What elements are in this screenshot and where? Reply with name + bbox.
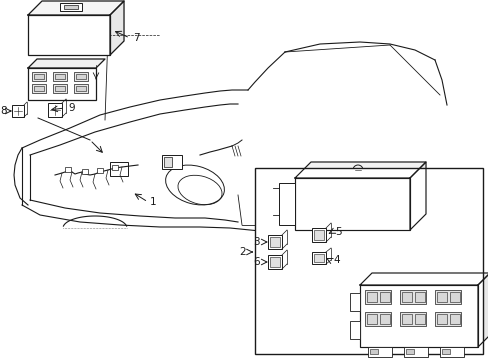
- Text: 1: 1: [150, 197, 156, 207]
- Bar: [449, 314, 459, 324]
- Bar: [60, 3, 82, 11]
- Polygon shape: [28, 59, 105, 68]
- Bar: [74, 72, 88, 81]
- Bar: [32, 72, 46, 81]
- Bar: [267, 255, 282, 269]
- Bar: [55, 86, 65, 91]
- Bar: [434, 290, 460, 304]
- Bar: [313, 230, 324, 240]
- Bar: [162, 155, 182, 169]
- Text: 3: 3: [253, 237, 260, 247]
- Bar: [269, 237, 280, 247]
- Bar: [110, 162, 128, 176]
- Polygon shape: [409, 162, 425, 230]
- Bar: [97, 168, 103, 173]
- Text: 4: 4: [332, 255, 339, 265]
- Bar: [28, 68, 96, 100]
- Bar: [441, 349, 449, 354]
- Bar: [364, 290, 390, 304]
- Text: 2: 2: [239, 247, 245, 257]
- Bar: [65, 167, 71, 172]
- Bar: [311, 252, 325, 264]
- Bar: [112, 165, 118, 170]
- Bar: [364, 312, 390, 326]
- Bar: [399, 290, 425, 304]
- Bar: [269, 257, 280, 267]
- Bar: [405, 349, 413, 354]
- Text: 7: 7: [133, 33, 140, 43]
- Bar: [449, 292, 459, 302]
- Bar: [359, 285, 477, 347]
- Bar: [12, 105, 24, 117]
- Bar: [32, 84, 46, 93]
- Bar: [414, 314, 424, 324]
- Bar: [399, 312, 425, 326]
- Text: 5: 5: [334, 227, 341, 237]
- Bar: [74, 84, 88, 93]
- Bar: [311, 228, 325, 242]
- Polygon shape: [294, 162, 425, 178]
- Bar: [76, 74, 86, 79]
- Bar: [403, 347, 427, 357]
- Bar: [401, 292, 411, 302]
- Polygon shape: [477, 273, 488, 347]
- Polygon shape: [359, 273, 488, 285]
- Bar: [48, 103, 62, 117]
- Bar: [414, 292, 424, 302]
- Bar: [436, 314, 446, 324]
- Bar: [53, 72, 67, 81]
- Bar: [254, 168, 482, 354]
- Polygon shape: [110, 1, 124, 55]
- Bar: [379, 292, 389, 302]
- Text: 6: 6: [253, 257, 260, 267]
- Bar: [379, 314, 389, 324]
- Bar: [55, 74, 65, 79]
- Bar: [163, 157, 172, 167]
- Bar: [349, 321, 359, 339]
- Bar: [366, 292, 376, 302]
- Bar: [28, 15, 110, 55]
- Bar: [439, 347, 463, 357]
- Text: 8: 8: [0, 106, 7, 116]
- Bar: [434, 312, 460, 326]
- Bar: [436, 292, 446, 302]
- Bar: [367, 347, 391, 357]
- Bar: [349, 293, 359, 311]
- Bar: [401, 314, 411, 324]
- Bar: [369, 349, 377, 354]
- Bar: [64, 5, 78, 9]
- Bar: [366, 314, 376, 324]
- Bar: [313, 254, 324, 262]
- Bar: [267, 235, 282, 249]
- Bar: [34, 74, 44, 79]
- Bar: [82, 169, 88, 174]
- Text: 9: 9: [68, 103, 75, 113]
- Bar: [53, 84, 67, 93]
- Bar: [76, 86, 86, 91]
- Polygon shape: [28, 1, 124, 15]
- Bar: [294, 178, 409, 230]
- Bar: [279, 183, 294, 225]
- Bar: [34, 86, 44, 91]
